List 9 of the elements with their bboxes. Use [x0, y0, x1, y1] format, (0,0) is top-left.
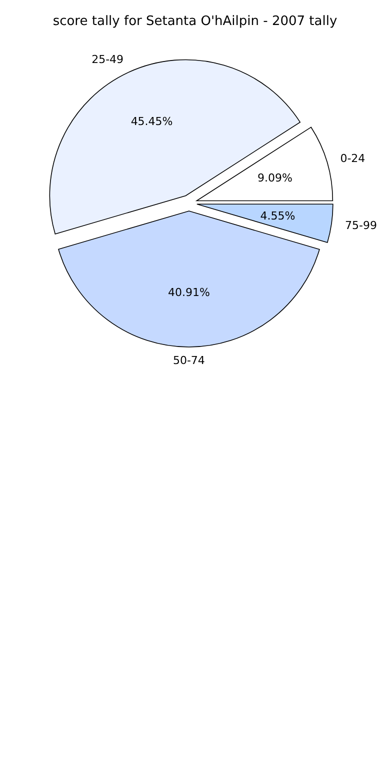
- data-label: 4.55%: [260, 209, 296, 222]
- slice-label: 0-24: [340, 152, 366, 166]
- data-label: 40.91%: [168, 286, 210, 300]
- slice-label: 25-49: [92, 53, 124, 66]
- data-label: 9.09%: [257, 171, 292, 184]
- slice-label: 75-99: [344, 218, 377, 232]
- slice-label: 50-74: [172, 354, 205, 368]
- chart-title: score tally for Setanta O'hAilpin - 2007 tally: [52, 14, 338, 31]
- data-label: 45.45%: [130, 114, 173, 128]
